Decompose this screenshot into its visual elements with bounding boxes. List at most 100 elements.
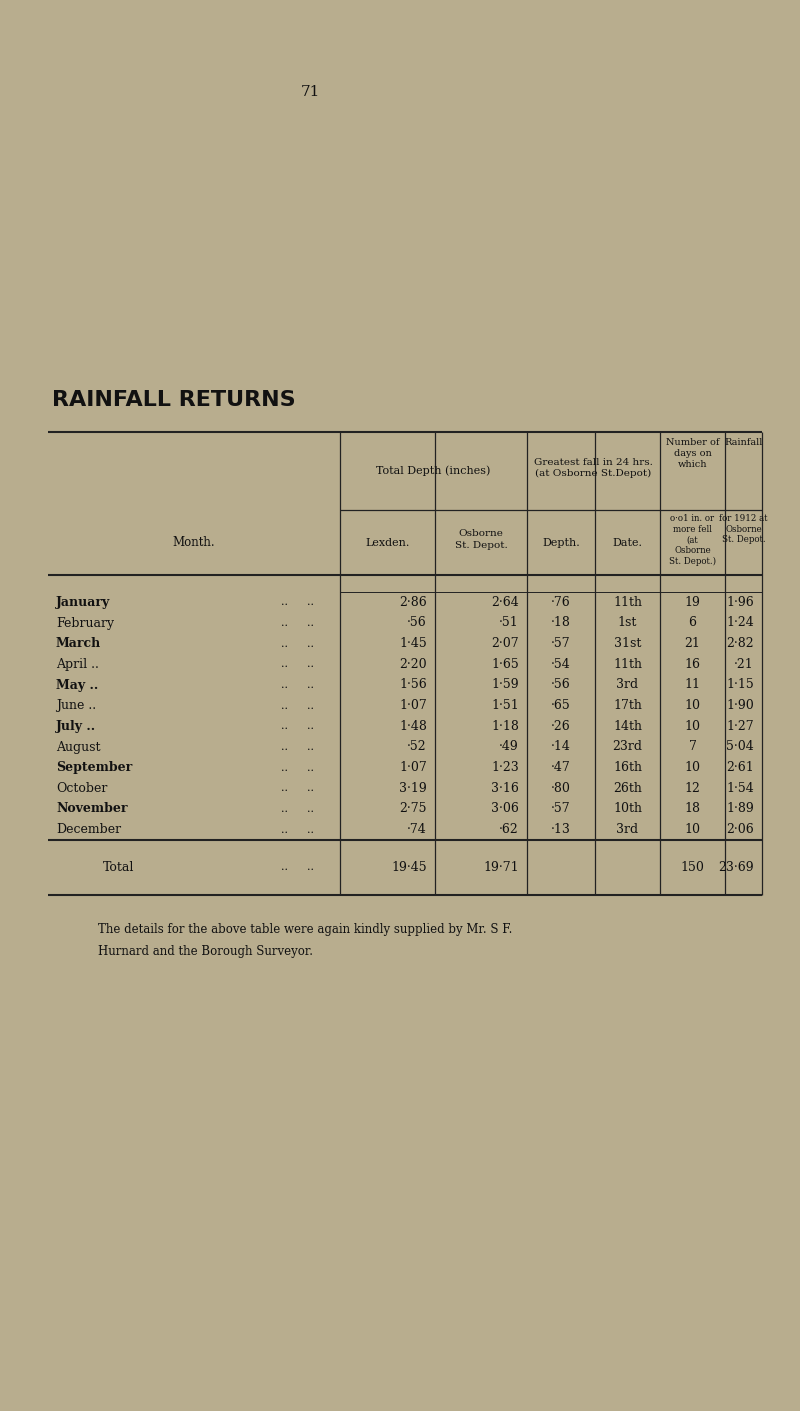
Text: 3rd: 3rd (617, 823, 638, 837)
Text: 2·86: 2·86 (399, 595, 427, 608)
Text: 18: 18 (685, 803, 701, 816)
Text: 3·06: 3·06 (491, 803, 519, 816)
Text: ·14: ·14 (551, 741, 571, 753)
Text: ·54: ·54 (551, 658, 571, 670)
Text: 1·56: 1·56 (399, 679, 427, 691)
Text: ..: .. (306, 824, 314, 835)
Text: ·21: ·21 (734, 658, 754, 670)
Text: ..: .. (282, 783, 289, 793)
Text: ..: .. (306, 804, 314, 814)
Text: 1·18: 1·18 (491, 720, 519, 732)
Text: 16th: 16th (613, 761, 642, 775)
Text: 1·89: 1·89 (726, 803, 754, 816)
Text: 150: 150 (681, 861, 705, 873)
Text: ..: .. (306, 721, 314, 731)
Text: 2·07: 2·07 (491, 638, 519, 650)
Text: ..: .. (282, 862, 289, 872)
Text: 3·16: 3·16 (491, 782, 519, 794)
Text: ·56: ·56 (407, 617, 427, 629)
Text: 2·75: 2·75 (399, 803, 427, 816)
Text: 3rd: 3rd (617, 679, 638, 691)
Text: o·o1 in. or
more fell
(at
Osborne
St. Depot.): o·o1 in. or more fell (at Osborne St. De… (669, 514, 716, 566)
Text: Month.: Month. (173, 536, 215, 549)
Text: 17th: 17th (613, 700, 642, 713)
Text: 1·24: 1·24 (726, 617, 754, 629)
Text: 19·71: 19·71 (483, 861, 519, 873)
Text: June ..: June .. (56, 700, 96, 713)
Text: for 1912 at
Osborne
St. Depot.: for 1912 at Osborne St. Depot. (719, 514, 768, 545)
Text: 19·45: 19·45 (391, 861, 427, 873)
Text: 6: 6 (689, 617, 697, 629)
Text: 23·69: 23·69 (718, 861, 754, 873)
Text: Depth.: Depth. (542, 538, 580, 547)
Text: ·57: ·57 (551, 638, 571, 650)
Text: 1·65: 1·65 (491, 658, 519, 670)
Text: ·26: ·26 (551, 720, 571, 732)
Text: 7: 7 (689, 741, 697, 753)
Text: October: October (56, 782, 107, 794)
Text: 10: 10 (685, 823, 701, 837)
Text: Lexden.: Lexden. (366, 538, 410, 547)
Text: ·18: ·18 (551, 617, 571, 629)
Text: 10: 10 (685, 700, 701, 713)
Text: ..: .. (282, 659, 289, 669)
Text: February: February (56, 617, 114, 629)
Text: November: November (56, 803, 127, 816)
Text: Greatest fall in 24 hrs.
(at Osborne St.Depot): Greatest fall in 24 hrs. (at Osborne St.… (534, 457, 653, 478)
Text: May ..: May .. (56, 679, 98, 691)
Text: 16: 16 (685, 658, 701, 670)
Text: Total Depth (inches): Total Depth (inches) (376, 466, 490, 477)
Text: ..: .. (282, 618, 289, 628)
Text: ·47: ·47 (551, 761, 571, 775)
Text: 10th: 10th (613, 803, 642, 816)
Text: August: August (56, 741, 101, 753)
Text: ..: .. (306, 597, 314, 607)
Text: 26th: 26th (613, 782, 642, 794)
Text: January: January (56, 595, 110, 608)
Text: ·57: ·57 (551, 803, 571, 816)
Text: 11th: 11th (613, 658, 642, 670)
Text: Total: Total (103, 861, 134, 873)
Text: 1·23: 1·23 (491, 761, 519, 775)
Text: ..: .. (282, 804, 289, 814)
Text: April ..: April .. (56, 658, 99, 670)
Text: ..: .. (306, 618, 314, 628)
Text: 5·04: 5·04 (726, 741, 754, 753)
Text: ..: .. (282, 763, 289, 773)
Text: RAINFALL RETURNS: RAINFALL RETURNS (52, 389, 296, 411)
Text: ·13: ·13 (551, 823, 571, 837)
Text: 2·20: 2·20 (399, 658, 427, 670)
Text: ·56: ·56 (551, 679, 571, 691)
Text: ·62: ·62 (499, 823, 519, 837)
Text: ..: .. (306, 701, 314, 711)
Text: ·76: ·76 (551, 595, 571, 608)
Text: ·65: ·65 (551, 700, 571, 713)
Text: 1st: 1st (618, 617, 637, 629)
Text: 11: 11 (685, 679, 701, 691)
Text: 71: 71 (300, 85, 320, 99)
Text: 1·48: 1·48 (399, 720, 427, 732)
Text: 2·06: 2·06 (726, 823, 754, 837)
Text: ..: .. (306, 639, 314, 649)
Text: 1·07: 1·07 (399, 761, 427, 775)
Text: 1·15: 1·15 (726, 679, 754, 691)
Text: March: March (56, 638, 102, 650)
Text: ..: .. (282, 701, 289, 711)
Text: December: December (56, 823, 121, 837)
Text: 1·59: 1·59 (491, 679, 519, 691)
Text: 1·96: 1·96 (726, 595, 754, 608)
Text: The details for the above table were again kindly supplied by Mr. S F.: The details for the above table were aga… (98, 923, 512, 935)
Text: ·52: ·52 (407, 741, 427, 753)
Text: 2·64: 2·64 (491, 595, 519, 608)
Text: ..: .. (306, 862, 314, 872)
Text: ·74: ·74 (407, 823, 427, 837)
Text: 1·27: 1·27 (726, 720, 754, 732)
Text: 21: 21 (685, 638, 701, 650)
Text: ..: .. (306, 659, 314, 669)
Text: 10: 10 (685, 720, 701, 732)
Text: 1·90: 1·90 (726, 700, 754, 713)
Text: July ..: July .. (56, 720, 96, 732)
Text: ..: .. (282, 680, 289, 690)
Text: ..: .. (282, 721, 289, 731)
Text: Osborne
St. Depot.: Osborne St. Depot. (454, 529, 507, 549)
